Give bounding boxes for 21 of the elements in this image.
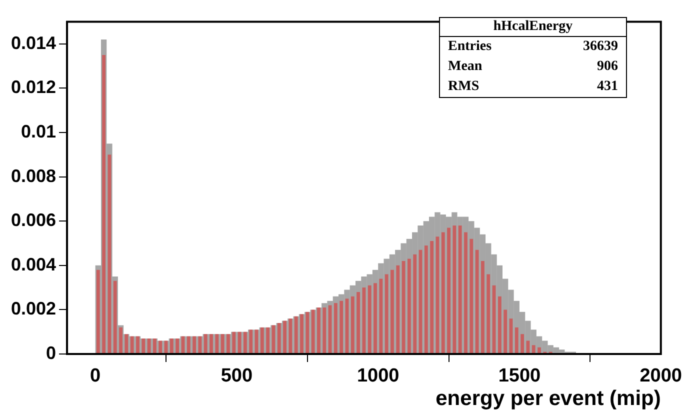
annotation: 431 — [597, 78, 618, 96]
annotation: Mean — [448, 58, 482, 76]
y-tick-label: 0.006 — [10, 210, 56, 230]
annotation: 906 — [597, 58, 618, 76]
annotation: Entries — [448, 38, 492, 56]
x-tick-label: 0 — [90, 366, 101, 387]
y-tick-label: 0.008 — [10, 166, 56, 186]
y-tick-label: 0.01 — [20, 122, 56, 142]
y-tick-label: 0.004 — [10, 254, 56, 274]
y-tick-label: 0.002 — [10, 298, 56, 319]
annotation: 36639 — [583, 38, 618, 56]
x-tick-label: 500 — [220, 366, 253, 387]
annotation: RMS — [448, 78, 480, 96]
y-tick-label: 0.014 — [10, 32, 56, 53]
y-tick-label: 0 — [46, 342, 56, 363]
x-tick-label: 1000 — [356, 366, 400, 387]
annotation: hHcalEnergy — [440, 18, 626, 37]
x-axis-title: energy per event (mip) — [436, 387, 661, 410]
y-tick-label: 0.012 — [10, 77, 56, 98]
x-tick-label: 2000 — [640, 366, 682, 387]
x-tick-label: 1500 — [498, 366, 541, 387]
